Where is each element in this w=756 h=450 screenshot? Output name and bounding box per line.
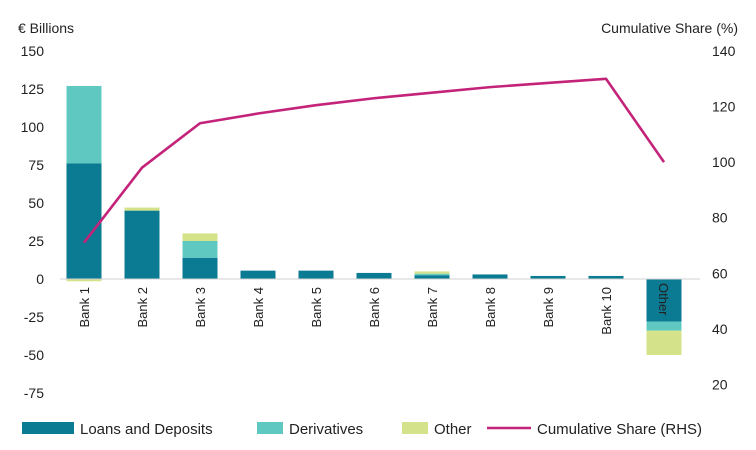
category-label-bank-5: Bank 5 [309, 287, 324, 327]
category-label-bank-2: Bank 2 [135, 287, 150, 327]
bar-other-bank-2 [124, 207, 160, 211]
y-left-axis-title: € Billions [18, 20, 74, 36]
y-left-tick-label: 75 [28, 157, 44, 173]
y-left-tick-label: -75 [24, 385, 44, 401]
y-right-tick-label: 20 [712, 376, 728, 392]
bar-derivatives-bank-1 [66, 85, 102, 164]
category-labels: Bank 1 Bank 2 Bank 3 Bank 4 Bank 5 Bank 6 Bank… [77, 283, 671, 335]
y-right-tick-label: 140 [712, 43, 736, 59]
y-left-tick-label: 0 [36, 271, 44, 287]
y-left-tick-label: -25 [24, 309, 44, 325]
y-right-tick-labels: 20 40 60 80 100 120 140 [712, 43, 736, 392]
bar-other-other [646, 330, 682, 355]
y-left-tick-label: 50 [28, 195, 44, 211]
bar-loans-and-deposits-bank-7 [414, 275, 450, 279]
bar-loans-and-deposits-bank-8 [472, 274, 508, 279]
y-left-tick-label: 100 [21, 119, 45, 135]
legend-label-loans-and-deposits: Loans and Deposits [80, 421, 213, 438]
legend-swatch-other [402, 422, 428, 434]
bar-loans-and-deposits-bank-3 [182, 257, 218, 279]
bar-loans-and-deposits-bank-5 [298, 270, 334, 279]
category-label-bank-10: Bank 10 [599, 287, 614, 335]
legend-label-derivatives: Derivatives [289, 421, 363, 438]
bar-loans-and-deposits-bank-9 [530, 275, 566, 279]
y-left-tick-label: 150 [21, 43, 45, 59]
bar-other-bank-1 [66, 279, 102, 282]
bar-derivatives-bank-7 [414, 273, 450, 276]
legend-label-other: Other [434, 421, 472, 438]
y-right-tick-label: 100 [712, 154, 736, 170]
y-left-tick-label: -50 [24, 347, 44, 363]
bar-loans-and-deposits-bank-10 [588, 275, 624, 279]
category-label-bank-7: Bank 7 [425, 287, 440, 327]
category-label-bank-8: Bank 8 [483, 287, 498, 327]
bar-other-bank-7 [414, 271, 450, 274]
bar-loans-and-deposits-bank-4 [240, 270, 276, 279]
category-label-bank-4: Bank 4 [251, 287, 266, 327]
y-right-tick-label: 60 [712, 265, 728, 281]
legend-swatch-loans-and-deposits [22, 422, 74, 434]
bar-derivatives-other [646, 321, 682, 331]
y-right-tick-label: 40 [712, 321, 728, 337]
line-cumulative-share-rhs [82, 77, 666, 244]
bar-loans-and-deposits-bank-6 [356, 272, 392, 279]
bar-derivatives-bank-3 [182, 241, 218, 258]
y-left-tick-labels: -75 -50 -25 0 25 50 75 100 125 150 [21, 43, 45, 401]
category-label-bank-1: Bank 1 [77, 287, 92, 327]
category-label-other: Other [656, 283, 671, 316]
y-left-tick-label: 25 [28, 233, 44, 249]
bar-other-bank-3 [182, 233, 218, 241]
legend-swatch-derivatives [257, 422, 283, 434]
cumulative-share-line [82, 77, 666, 244]
legend-label-cumulative-share-rhs: Cumulative Share (RHS) [537, 421, 702, 438]
bar-loans-and-deposits-bank-1 [66, 163, 102, 279]
y-right-tick-label: 120 [712, 99, 736, 115]
y-left-tick-label: 125 [21, 81, 45, 97]
bar-loans-and-deposits-other [646, 279, 682, 322]
category-label-bank-3: Bank 3 [193, 287, 208, 327]
y-right-tick-label: 80 [712, 210, 728, 226]
y-right-axis-title: Cumulative Share (%) [601, 20, 738, 36]
legend: Loans and Deposits Derivatives Other Cumula… [22, 421, 702, 438]
bar-series [66, 85, 682, 355]
category-label-bank-6: Bank 6 [367, 287, 382, 327]
bar-loans-and-deposits-bank-2 [124, 210, 160, 279]
category-label-bank-9: Bank 9 [541, 287, 556, 327]
